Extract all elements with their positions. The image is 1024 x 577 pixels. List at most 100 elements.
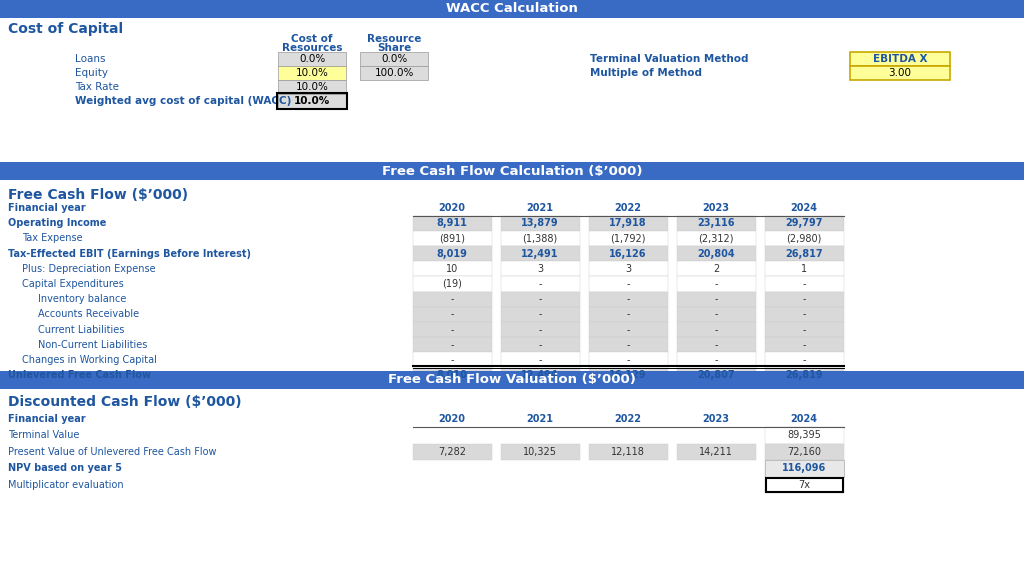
Bar	[413, 444, 492, 460]
Bar	[278, 52, 346, 66]
Bar	[501, 291, 580, 307]
Bar	[501, 353, 580, 368]
Text: Present Value of Unlevered Free Cash Flow: Present Value of Unlevered Free Cash Flo…	[8, 447, 216, 457]
Text: (891): (891)	[439, 234, 465, 243]
Bar	[589, 368, 668, 383]
Text: -: -	[539, 279, 542, 289]
Bar	[677, 353, 756, 368]
Text: 2022: 2022	[614, 203, 641, 213]
Text: -: -	[715, 309, 718, 320]
Bar	[413, 337, 492, 353]
Text: -: -	[627, 325, 630, 335]
Bar	[765, 276, 844, 291]
Bar	[765, 231, 844, 246]
Bar	[677, 216, 756, 231]
Text: -: -	[539, 309, 542, 320]
Bar	[278, 93, 347, 109]
Text: Loans: Loans	[75, 54, 105, 64]
Text: 116,096: 116,096	[782, 463, 826, 473]
Text: -: -	[715, 325, 718, 335]
Bar	[677, 444, 756, 460]
Text: -: -	[539, 340, 542, 350]
Text: -: -	[802, 294, 806, 304]
Text: -: -	[627, 279, 630, 289]
Text: Discounted Cash Flow ($’000): Discounted Cash Flow ($’000)	[8, 395, 242, 409]
Text: Current Liabilities: Current Liabilities	[38, 325, 124, 335]
Text: Weighted avg cost of capital (WACC): Weighted avg cost of capital (WACC)	[75, 96, 292, 106]
Bar	[360, 66, 428, 80]
Text: Multiple of Method: Multiple of Method	[590, 68, 702, 78]
Bar	[0, 162, 1024, 180]
Bar	[413, 231, 492, 246]
Text: Accounts Receivable: Accounts Receivable	[38, 309, 139, 320]
Text: -: -	[715, 279, 718, 289]
Text: (1,388): (1,388)	[522, 234, 558, 243]
Bar	[766, 478, 843, 492]
Text: Tax Rate: Tax Rate	[75, 82, 119, 92]
Bar	[765, 246, 844, 261]
Bar	[765, 460, 844, 477]
Text: 0.0%: 0.0%	[299, 54, 326, 64]
Text: 1: 1	[801, 264, 807, 274]
Text: -: -	[451, 309, 454, 320]
Text: Cost of Capital: Cost of Capital	[8, 22, 123, 36]
Bar	[765, 261, 844, 276]
Text: -: -	[715, 355, 718, 365]
Bar	[765, 307, 844, 322]
Text: 7x: 7x	[798, 480, 810, 490]
Bar	[765, 322, 844, 337]
Text: Changes in Working Capital: Changes in Working Capital	[22, 355, 157, 365]
Text: Terminal Valuation Method: Terminal Valuation Method	[590, 54, 749, 64]
Bar	[589, 246, 668, 261]
Bar	[677, 261, 756, 276]
Text: 10,325: 10,325	[523, 447, 557, 457]
Text: -: -	[627, 294, 630, 304]
Text: -: -	[539, 325, 542, 335]
Bar	[589, 337, 668, 353]
Text: Share: Share	[377, 43, 411, 53]
Bar	[850, 52, 950, 66]
Bar	[501, 307, 580, 322]
Text: 72,160: 72,160	[787, 447, 821, 457]
Text: -: -	[802, 279, 806, 289]
Text: -: -	[627, 340, 630, 350]
Text: Tax Expense: Tax Expense	[22, 234, 83, 243]
Bar	[278, 80, 346, 94]
Text: Free Cash Flow Calculation ($’000): Free Cash Flow Calculation ($’000)	[382, 164, 642, 178]
Text: -: -	[802, 355, 806, 365]
Text: Capital Expenditures: Capital Expenditures	[22, 279, 124, 289]
Text: 29,797: 29,797	[785, 218, 822, 228]
Text: 10.0%: 10.0%	[294, 96, 330, 106]
Bar	[765, 427, 844, 444]
Text: 8,019: 8,019	[436, 249, 467, 258]
Bar	[765, 444, 844, 460]
Text: (2,980): (2,980)	[786, 234, 821, 243]
Bar	[501, 261, 580, 276]
Text: 2023: 2023	[702, 203, 729, 213]
Bar	[677, 368, 756, 383]
Text: 12,494: 12,494	[521, 370, 559, 380]
Bar	[765, 353, 844, 368]
Text: 2023: 2023	[702, 414, 729, 424]
Text: Non-Current Liabilities: Non-Current Liabilities	[38, 340, 147, 350]
Text: -: -	[451, 340, 454, 350]
Text: 10: 10	[445, 264, 458, 274]
Bar	[0, 371, 1024, 389]
Bar	[413, 246, 492, 261]
Text: Free Cash Flow ($’000): Free Cash Flow ($’000)	[8, 188, 188, 202]
Text: (2,312): (2,312)	[698, 234, 734, 243]
Bar	[501, 246, 580, 261]
Text: 26,819: 26,819	[785, 370, 823, 380]
Text: 13,879: 13,879	[521, 218, 559, 228]
Bar	[360, 52, 428, 66]
Text: Equity: Equity	[75, 68, 108, 78]
Text: -: -	[802, 309, 806, 320]
Bar	[677, 276, 756, 291]
Bar	[413, 353, 492, 368]
Bar	[589, 261, 668, 276]
Text: Free Cash Flow Valuation ($’000): Free Cash Flow Valuation ($’000)	[388, 373, 636, 386]
Bar	[677, 337, 756, 353]
Text: -: -	[539, 294, 542, 304]
Text: -: -	[627, 355, 630, 365]
Text: Operating Income: Operating Income	[8, 218, 106, 228]
